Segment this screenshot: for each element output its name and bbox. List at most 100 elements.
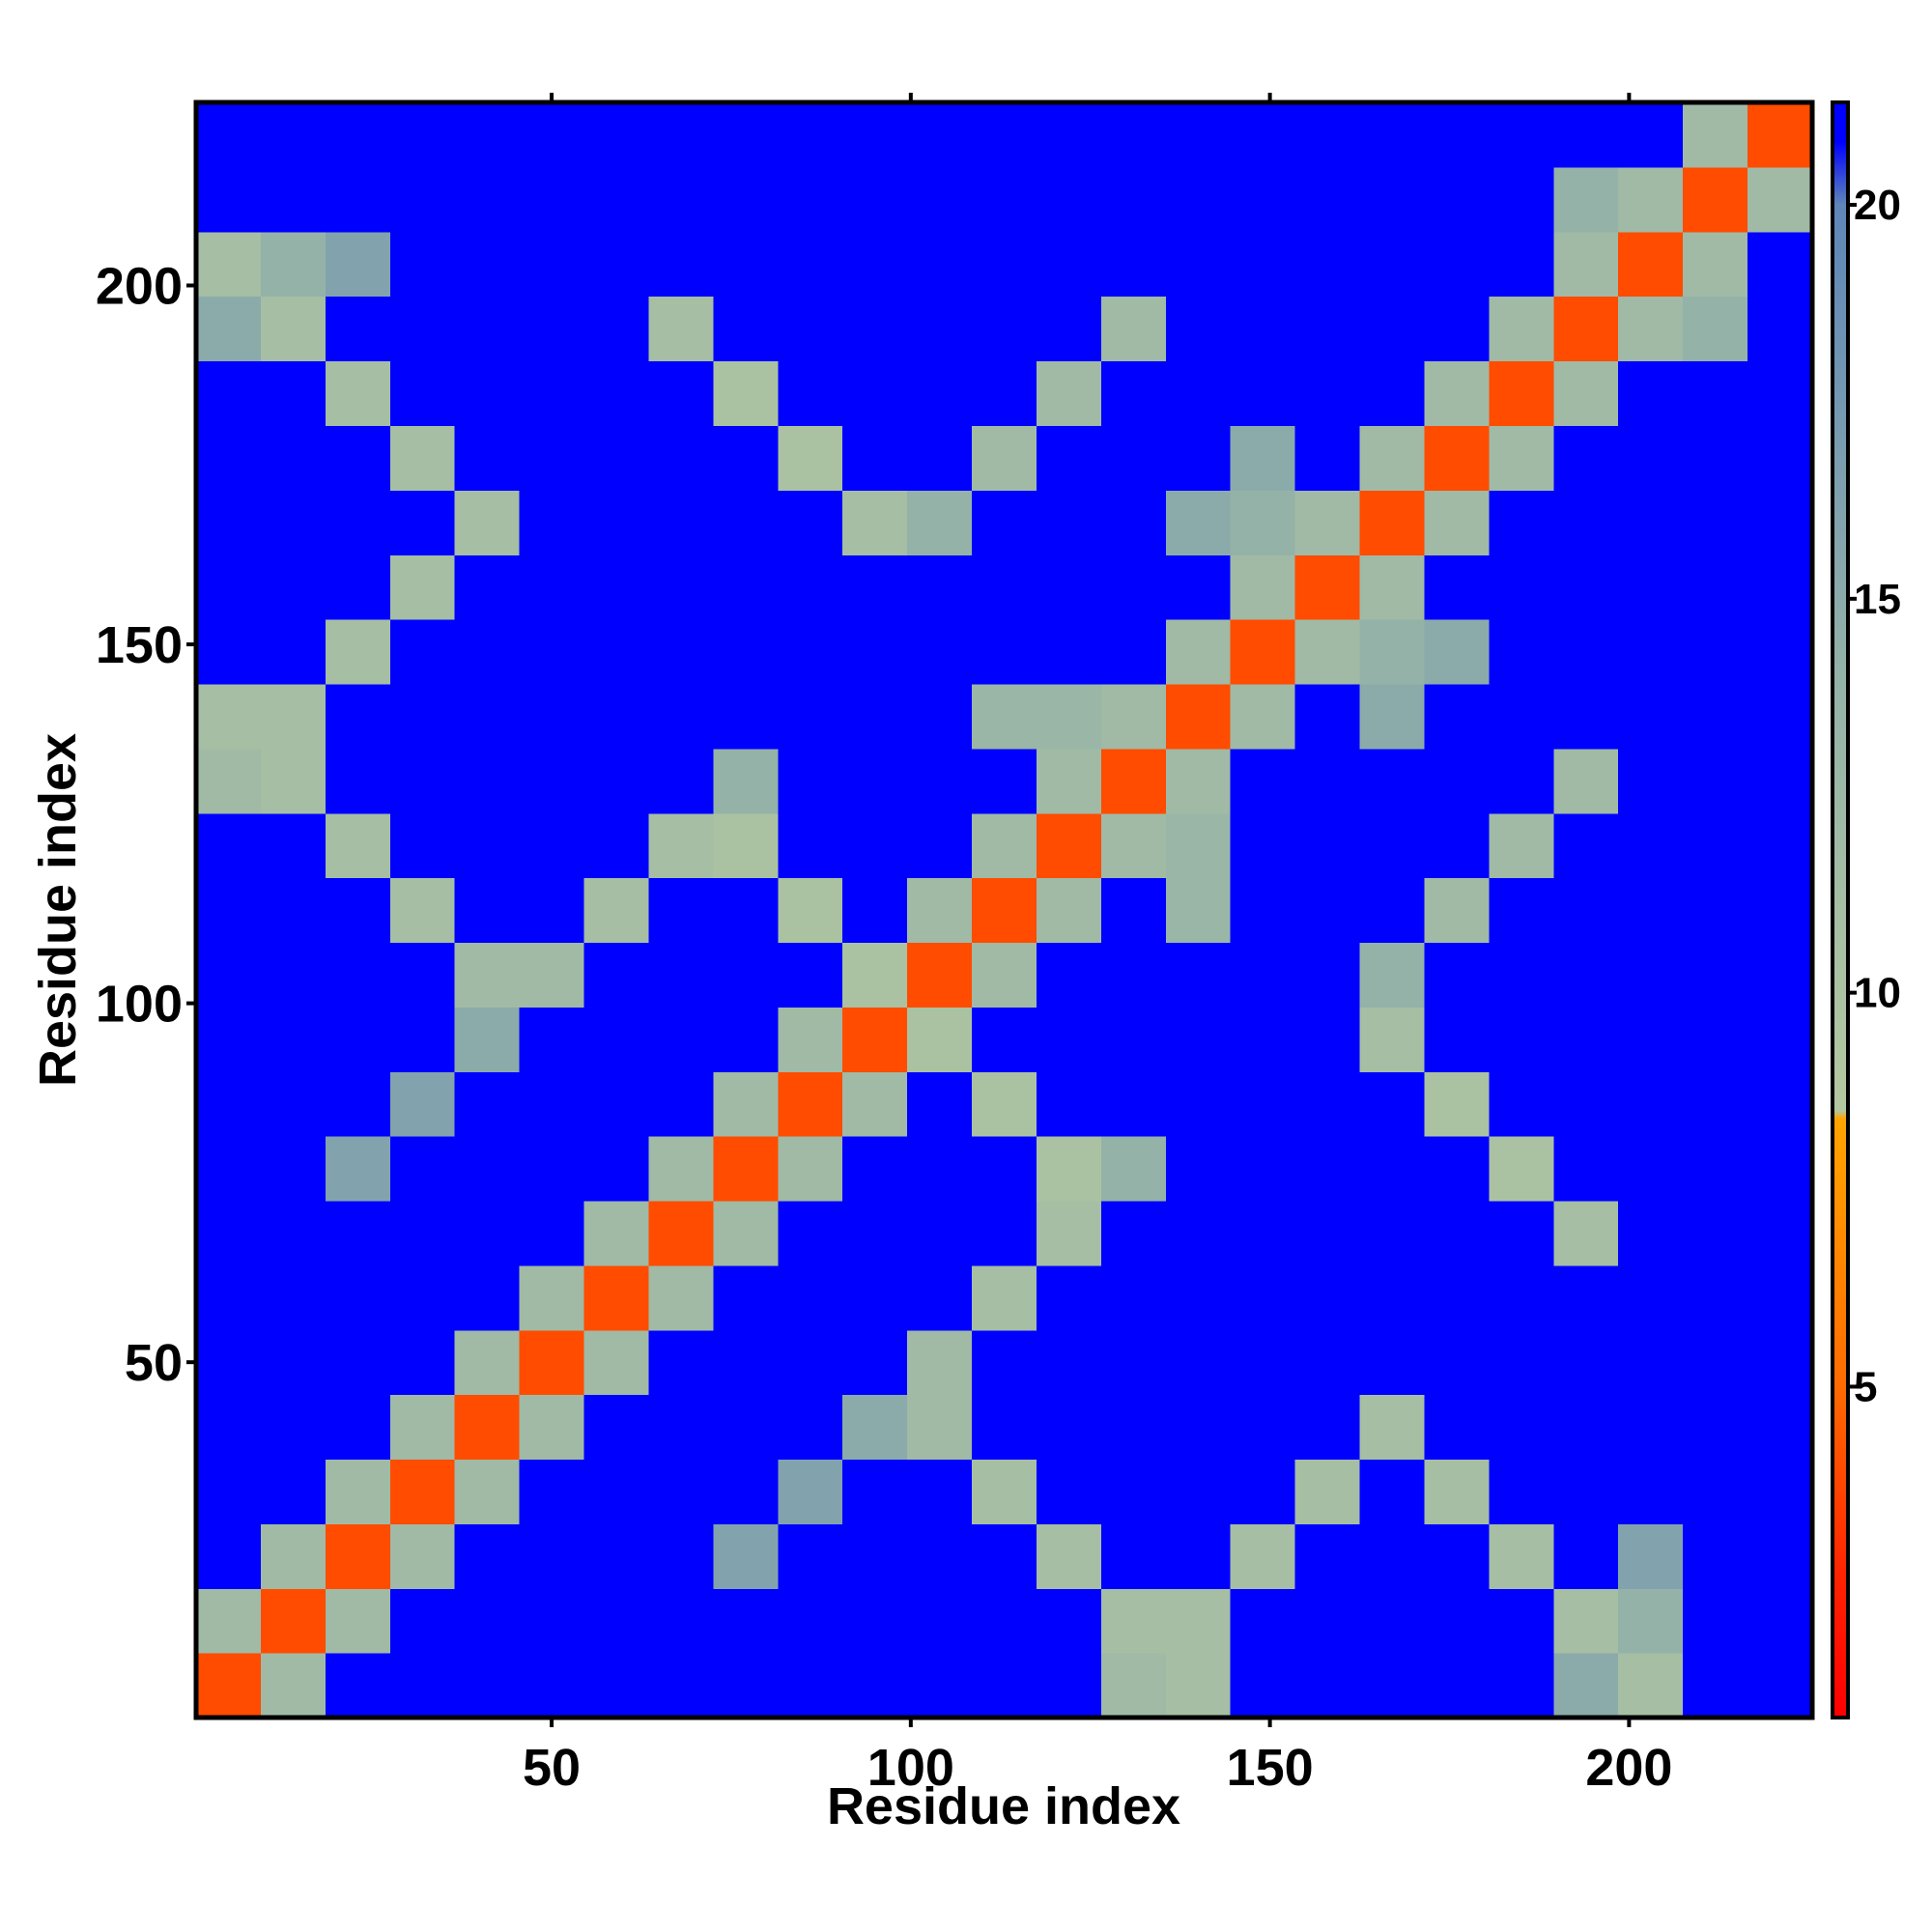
heatmap-cell [972,360,1037,426]
heatmap-cell [1683,490,1748,555]
heatmap-cell [454,102,521,168]
heatmap-cell [972,748,1037,814]
heatmap-cell [196,360,262,426]
heatmap-cell [389,166,456,233]
heatmap-cell [325,166,391,233]
heatmap-cell [972,1200,1037,1266]
heatmap-cell [1100,296,1167,362]
heatmap-cell [389,1394,456,1461]
heatmap-cell [325,1329,391,1396]
heatmap-cell [1618,1329,1684,1396]
heatmap-cell [1230,554,1296,620]
heatmap-cell [1359,1459,1426,1524]
heatmap-cell [1036,1007,1102,1072]
heatmap-cell [260,1459,327,1524]
heatmap-cell [196,1394,262,1461]
heatmap-cell [1489,490,1554,555]
heatmap-cell [713,812,779,879]
heatmap-cell [1165,554,1232,620]
heatmap-cell [1553,748,1619,814]
heatmap-cell [1294,296,1361,362]
heatmap-cell [583,1588,650,1654]
heatmap-cell [842,360,908,426]
heatmap-cell [1683,1071,1748,1137]
heatmap-cell [389,619,456,685]
heatmap-cell [1553,877,1619,944]
heatmap-cell [389,1071,456,1137]
heatmap-cell [1036,1394,1102,1461]
heatmap-cell [1683,1459,1748,1524]
heatmap-cell [325,1200,391,1266]
heatmap-cell [454,1136,521,1202]
heatmap-cell [389,554,456,620]
heatmap-cell [1489,1523,1554,1589]
heatmap-cell [1553,1653,1619,1719]
heatmap-cell [1553,942,1619,1008]
heatmap-cell [196,619,262,685]
heatmap-cell [1165,360,1232,426]
heatmap-cell [1683,102,1748,168]
heatmap-cell [648,360,714,426]
heatmap-cell [842,554,908,620]
heatmap-cell [1230,166,1296,233]
x-tick-label: 200 [1585,1739,1672,1797]
heatmap-cell [454,1394,521,1461]
heatmap-cell [1165,683,1232,750]
heatmap-cell [1747,1459,1813,1524]
heatmap-cell [454,683,521,750]
heatmap-cell [1230,425,1296,491]
heatmap-cell [972,619,1037,685]
heatmap-cell [1100,490,1167,555]
heatmap-cell [1683,554,1748,620]
heatmap-cell [1618,425,1684,491]
heatmap-cell [1747,1264,1813,1331]
heatmap-cell [1618,490,1684,555]
heatmap-cell [1100,425,1167,491]
heatmap-cell [1747,1071,1813,1137]
heatmap-cell [1683,942,1748,1008]
heatmap-cell [325,1653,391,1719]
heatmap-cell [325,619,391,685]
heatmap-cell [1424,812,1490,879]
heatmap-cell [325,1264,391,1331]
heatmap-cell [648,1653,714,1719]
heatmap-cell [1294,748,1361,814]
heatmap-cell [196,1264,262,1331]
heatmap-cell [713,1459,779,1524]
heatmap-cell [1489,1200,1554,1266]
heatmap-cell [196,812,262,879]
heatmap-cell [778,748,843,814]
heatmap-cell [778,102,843,168]
heatmap-cell [1294,1588,1361,1654]
heatmap-cell [907,1523,973,1589]
heatmap-cell [1294,942,1361,1008]
heatmap-cell [583,1071,650,1137]
heatmap-cell [1165,1007,1232,1072]
heatmap-cell [454,1007,521,1072]
heatmap-cell [1230,748,1296,814]
heatmap-cell [260,1394,327,1461]
heatmap-cell [1230,877,1296,944]
heatmap-cell [1294,877,1361,944]
heatmap-cell [713,296,779,362]
heatmap-cell [713,748,779,814]
colorbar-tick-label: 5 [1854,1363,1877,1410]
heatmap-cell [842,1007,908,1072]
heatmap-cell [389,490,456,555]
heatmap-cell [1618,877,1684,944]
heatmap-cell [519,1588,585,1654]
heatmap-cell [1100,1136,1167,1202]
heatmap-cell [713,1007,779,1072]
heatmap-cell [519,877,585,944]
heatmap-cell [1230,490,1296,555]
heatmap-cell [1036,1329,1102,1396]
heatmap-cell [1489,1264,1554,1331]
heatmap-cell [1618,360,1684,426]
heatmap-cell [1165,619,1232,685]
heatmap-cell [583,490,650,555]
heatmap-cell [583,1264,650,1331]
heatmap-cell [1553,812,1619,879]
heatmap-cell [778,942,843,1008]
heatmap-cell [1359,1200,1426,1266]
heatmap-cell [1294,1071,1361,1137]
